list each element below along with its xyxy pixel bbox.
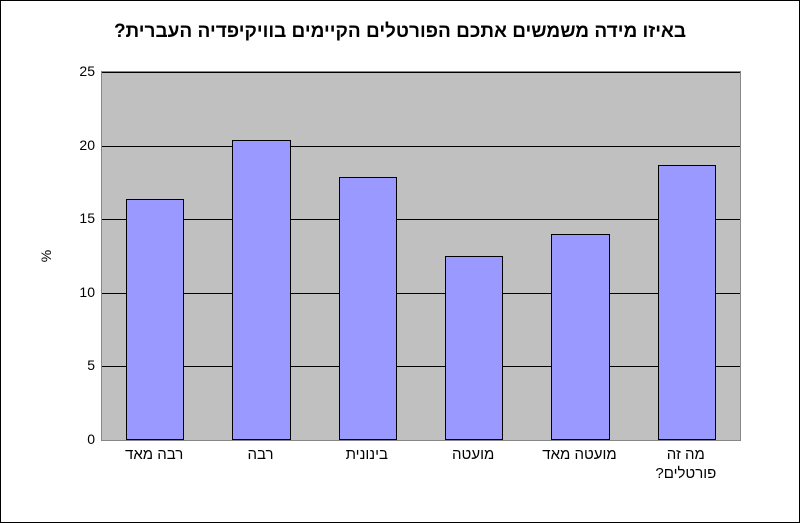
x-tick-label: מה זה פורטלים? [635,446,736,484]
plot-area-wrapper: % 0510152025 [61,71,771,441]
gridline [102,293,740,294]
bar [658,165,716,440]
y-tick-label: 20 [61,137,95,153]
gridline [102,219,740,220]
x-tick-label: בינונית [316,446,417,465]
x-tick-label: מועטה מאד [529,446,630,465]
plot-area [101,71,741,441]
y-tick-label: 0 [61,431,95,447]
bar [126,199,184,440]
bar [551,234,609,440]
x-tick-label: מועטה [423,446,524,465]
gridline [102,366,740,367]
x-tick-label: רבה [210,446,311,465]
bar [339,177,397,440]
y-tick-label: 25 [61,63,95,79]
bar [445,256,503,440]
y-axis-label: % [38,250,54,262]
chart-figure: באיזו מידה משמשים אתכם הפורטלים הקיימים … [0,0,800,523]
x-axis-labels: רבה מאד רבה בינונית מועטה מועטה מאד מה זה פור… [101,446,741,506]
x-tick-label: רבה מאד [104,446,205,465]
y-tick-label: 5 [61,357,95,373]
bar [232,140,290,440]
gridline [102,146,740,147]
y-tick-label: 15 [61,210,95,226]
y-tick-label: 10 [61,284,95,300]
gridline [102,72,740,73]
chart-title: באיזו מידה משמשים אתכם הפורטלים הקיימים … [1,21,799,43]
